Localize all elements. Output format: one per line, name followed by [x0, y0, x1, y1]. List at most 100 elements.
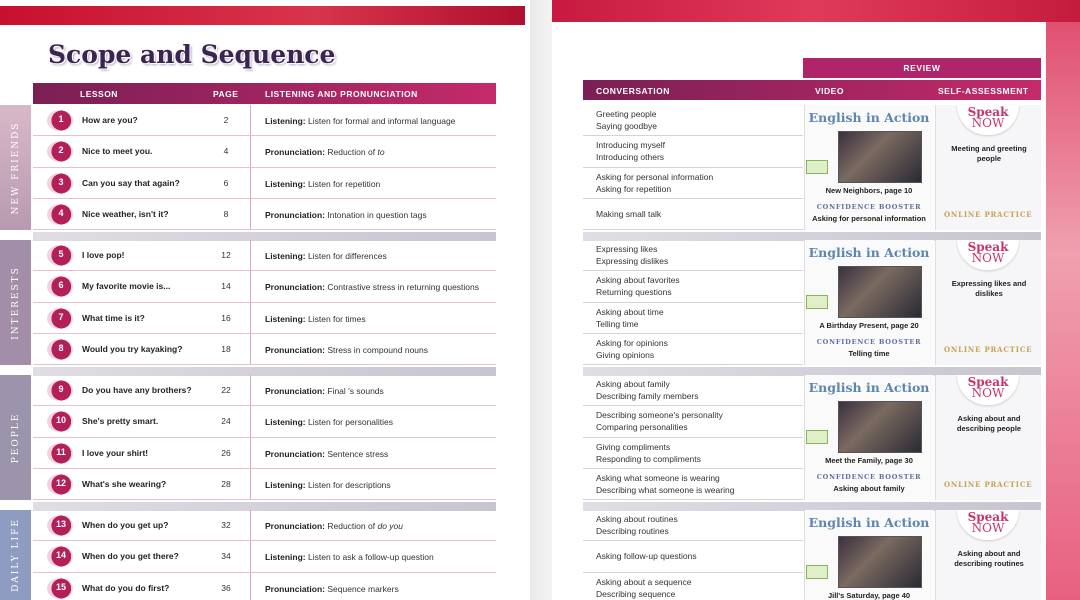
header-label: CONVERSATION [596, 86, 670, 96]
header-label: VIDEO [815, 86, 844, 96]
number-badge [47, 276, 73, 298]
booster-text: Asking for personal information [812, 214, 926, 223]
video-caption: New Neighbors, page 10 [825, 186, 913, 195]
number-badge [47, 546, 73, 568]
number-badge [47, 380, 73, 401]
lesson-number: 1 [58, 114, 64, 124]
self-assessment-text: Expressing likes and dislikes [951, 279, 1027, 298]
unit-separator [33, 232, 496, 242]
lesson-page: 16 [221, 312, 231, 323]
conversation-line: Introducing myself [596, 140, 665, 151]
lesson-number: 13 [55, 519, 66, 529]
conversation-line: Asking about routines [596, 514, 678, 524]
skill-text: Listen for differences [307, 251, 387, 261]
logo-bottom: NOW [971, 386, 1005, 400]
lesson-title: I love your shirt! [82, 447, 149, 458]
skill: Listening: Listen for times [265, 313, 366, 325]
conversation-line: Asking about family [596, 379, 670, 389]
row-rule [33, 499, 496, 501]
lesson-page: 24 [221, 416, 231, 427]
lesson-title: Would you try kayaking? [82, 343, 183, 354]
lesson-number: 2 [58, 145, 64, 156]
conversation-line: Saying goodbye [596, 121, 657, 131]
skill-text: Intonation in question tags [327, 209, 427, 220]
conversation-cell: Describing someone's personality Comparin… [596, 409, 801, 433]
column-divider [250, 375, 251, 501]
row-rule [33, 270, 496, 272]
unit-separator [583, 232, 1041, 242]
unit-name: DAILY LIFE [10, 518, 21, 592]
conversation-cell: Asking for opinions Giving opinions [596, 337, 801, 361]
skill-label: Pronunciation: [265, 583, 325, 594]
lesson-title: When do you get there? [82, 551, 179, 562]
lesson-title: What time is it? [82, 312, 145, 323]
conversation-cell: Giving compliments Responding to complime… [596, 441, 801, 465]
edge-band [1046, 22, 1080, 600]
booster-label: CONFIDENCE BOOSTER [816, 338, 922, 346]
play-icon [806, 430, 828, 444]
unit-name: PEOPLE [10, 412, 21, 463]
row-rule [33, 332, 496, 334]
lesson-number: 9 [58, 384, 64, 394]
skill: Pronunciation: Reduction of to [265, 146, 385, 158]
skill: Listening: Listen to ask a follow-up que… [265, 551, 434, 563]
conversation-line: Describing family members [596, 391, 699, 401]
number-badge [47, 442, 73, 464]
skill-label: Pronunciation: [265, 209, 325, 220]
skill-label: Listening: [265, 417, 306, 428]
top-band [552, 0, 1080, 22]
conversation-line: Making small talk [596, 208, 662, 219]
conversation-line: Expressing likes [596, 244, 658, 254]
conversation-line: Telling time [596, 318, 639, 329]
logo-top: Speak [967, 510, 1009, 524]
skill-text: Reduction of [327, 521, 376, 531]
lesson-title: My favorite movie is... [82, 281, 171, 292]
lesson-page: 8 [223, 208, 229, 219]
skill-text: Listen for times [307, 313, 366, 324]
lesson-title: What do you do first? [82, 582, 170, 593]
row-rule [33, 135, 496, 137]
header-label: SELF-ASSESSMENT [938, 86, 1029, 96]
lesson-page: 36 [221, 582, 231, 593]
unit-side: NEW FRIENDS [0, 105, 31, 231]
logo-top: Speak [967, 105, 1009, 119]
number-badge [47, 172, 73, 194]
lesson-number: 3 [58, 176, 64, 187]
play-icon [806, 565, 828, 579]
skill: Listening: Listen for repetition [265, 178, 380, 190]
conversation-cell: Introducing myself Introducing others [596, 139, 801, 163]
conversation-line: Asking for repetition [596, 183, 672, 194]
lesson-title: She's pretty smart. [82, 416, 159, 427]
lesson-page: 14 [221, 281, 231, 292]
lesson-title: What's she wearing? [82, 478, 167, 489]
unit-separator [33, 367, 496, 377]
skill: Pronunciation: Contrastive stress in ret… [265, 281, 479, 293]
row-rule [33, 229, 496, 231]
conversation-line: Asking about time [596, 306, 664, 317]
video-heading: English in Action [808, 245, 930, 260]
skill-label: Listening: [265, 116, 306, 126]
header-bar [583, 80, 1041, 100]
conversation-cell: Asking what someone is wearing Describing… [596, 472, 801, 496]
conversation-line: Describing what someone is wearing [596, 484, 735, 495]
lesson-page: 22 [221, 385, 231, 395]
lesson-number: 14 [55, 550, 66, 561]
conversation-line: Asking for personal information [596, 171, 714, 182]
lesson-page: 4 [223, 146, 229, 157]
conversation-line: Giving opinions [596, 349, 655, 360]
booster-label: CONFIDENCE BOOSTER [816, 473, 922, 481]
skill-text: Sentence stress [327, 448, 389, 459]
conversation-line: Asking what someone is wearing [596, 472, 720, 483]
row-rule [33, 197, 496, 199]
skill: Listening: Listen for personalities [265, 416, 393, 428]
conversation-cell: Making small talk [596, 208, 801, 220]
lesson-number: 8 [58, 342, 64, 353]
skill-label: Pronunciation: [265, 521, 325, 531]
header-label: LESSON [80, 89, 118, 99]
number-badge [47, 141, 73, 163]
skill-text: Final 's sounds [327, 386, 384, 396]
lesson-number: 7 [58, 311, 64, 322]
header-bar [33, 83, 496, 104]
lesson-number: 10 [55, 415, 66, 426]
